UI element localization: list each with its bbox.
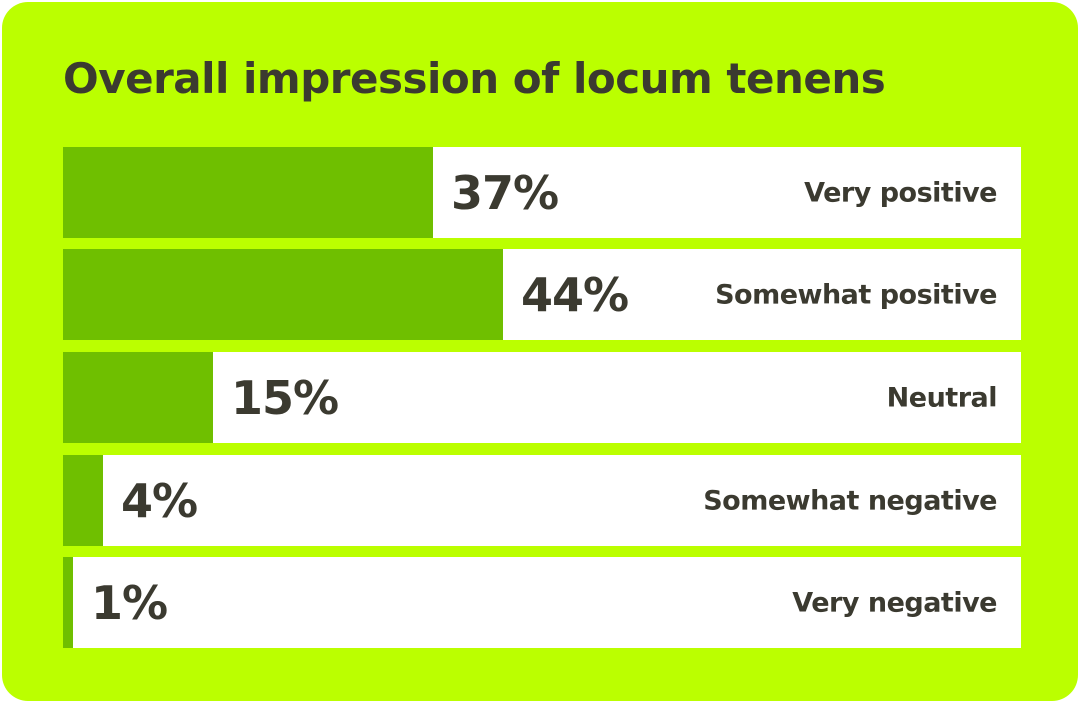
bar-row: 1% Very negative (63, 557, 1021, 648)
data-label: 4% (121, 473, 198, 528)
category-label: Neutral (886, 382, 998, 413)
bar-row: 37% Very positive (63, 147, 1021, 238)
category-label: Somewhat negative (703, 485, 997, 516)
bar-row: 44% Somewhat positive (63, 249, 1021, 340)
data-label: 1% (91, 575, 168, 630)
bar (63, 455, 103, 546)
bar (63, 352, 213, 443)
bar (63, 249, 503, 340)
chart-title: Overall impression of locum tenens (63, 54, 886, 103)
category-label: Very negative (792, 587, 997, 618)
category-label: Very positive (804, 177, 997, 208)
bar (63, 147, 433, 238)
bar-row: 4% Somewhat negative (63, 455, 1021, 546)
data-label: 44% (521, 267, 629, 322)
bar (63, 557, 73, 648)
bar-row: 15% Neutral (63, 352, 1021, 443)
data-label: 15% (231, 370, 339, 425)
category-label: Somewhat positive (715, 279, 997, 310)
data-label: 37% (451, 165, 559, 220)
